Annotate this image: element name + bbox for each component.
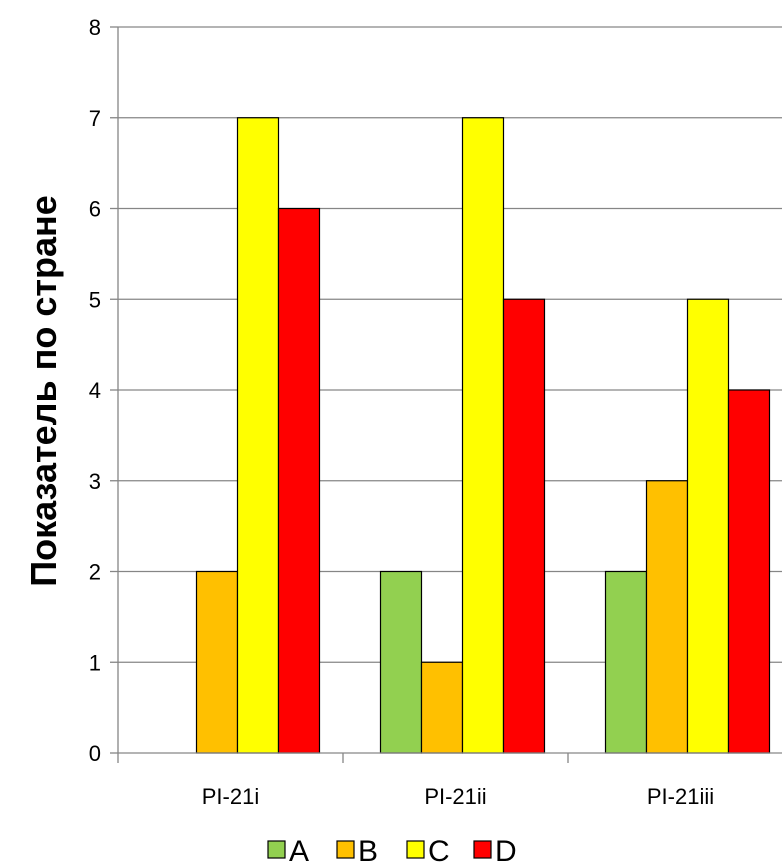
legend-label-C: C — [428, 835, 450, 868]
bar-C-PI-21iii — [686, 298, 730, 754]
x-tick-label: PI-21iii — [647, 784, 714, 809]
y-tick-labels: 0 1 2 3 4 5 6 7 8 — [89, 15, 101, 766]
legend-label-A: A — [289, 835, 309, 868]
y-tick-label: 5 — [89, 287, 101, 312]
bar-D-PI-21i — [277, 207, 321, 754]
bar-C-PI-21i — [236, 117, 280, 754]
bar-D-PI-21ii — [502, 298, 546, 754]
legend-swatch-D — [473, 840, 492, 859]
y-tick-label: 4 — [89, 378, 101, 403]
bar-B-PI-21i — [195, 570, 239, 754]
bar-C-PI-21ii — [461, 117, 505, 754]
legend: A B C D — [267, 835, 517, 868]
legend-label-B: B — [358, 835, 378, 868]
y-tick-label: 3 — [89, 469, 101, 494]
legend-swatch-C — [406, 840, 425, 859]
y-tick-label: 0 — [89, 741, 101, 766]
x-tick-label: PI-21i — [202, 784, 259, 809]
y-tick-label: 7 — [89, 106, 101, 131]
bar-A-PI-21iii — [604, 570, 648, 754]
legend-swatch-B — [336, 840, 355, 859]
y-tick-label: 8 — [89, 15, 101, 40]
bar-D-PI-21iii — [727, 389, 771, 754]
legend-swatch-A — [267, 840, 286, 859]
y-axis-label: Показатель по стране — [23, 195, 64, 587]
bar-B-PI-21iii — [645, 480, 689, 754]
axes — [110, 26, 782, 763]
y-tick-label: 2 — [89, 560, 101, 585]
bar-A-PI-21ii — [379, 570, 423, 754]
x-tick-labels: PI-21i PI-21ii PI-21iii — [202, 784, 714, 809]
y-tick-label: 1 — [89, 650, 101, 675]
y-tick-label: 6 — [89, 197, 101, 222]
bars — [195, 117, 771, 754]
legend-label-D: D — [495, 835, 517, 868]
x-tick-label: PI-21ii — [424, 784, 486, 809]
bar-B-PI-21ii — [420, 661, 464, 754]
